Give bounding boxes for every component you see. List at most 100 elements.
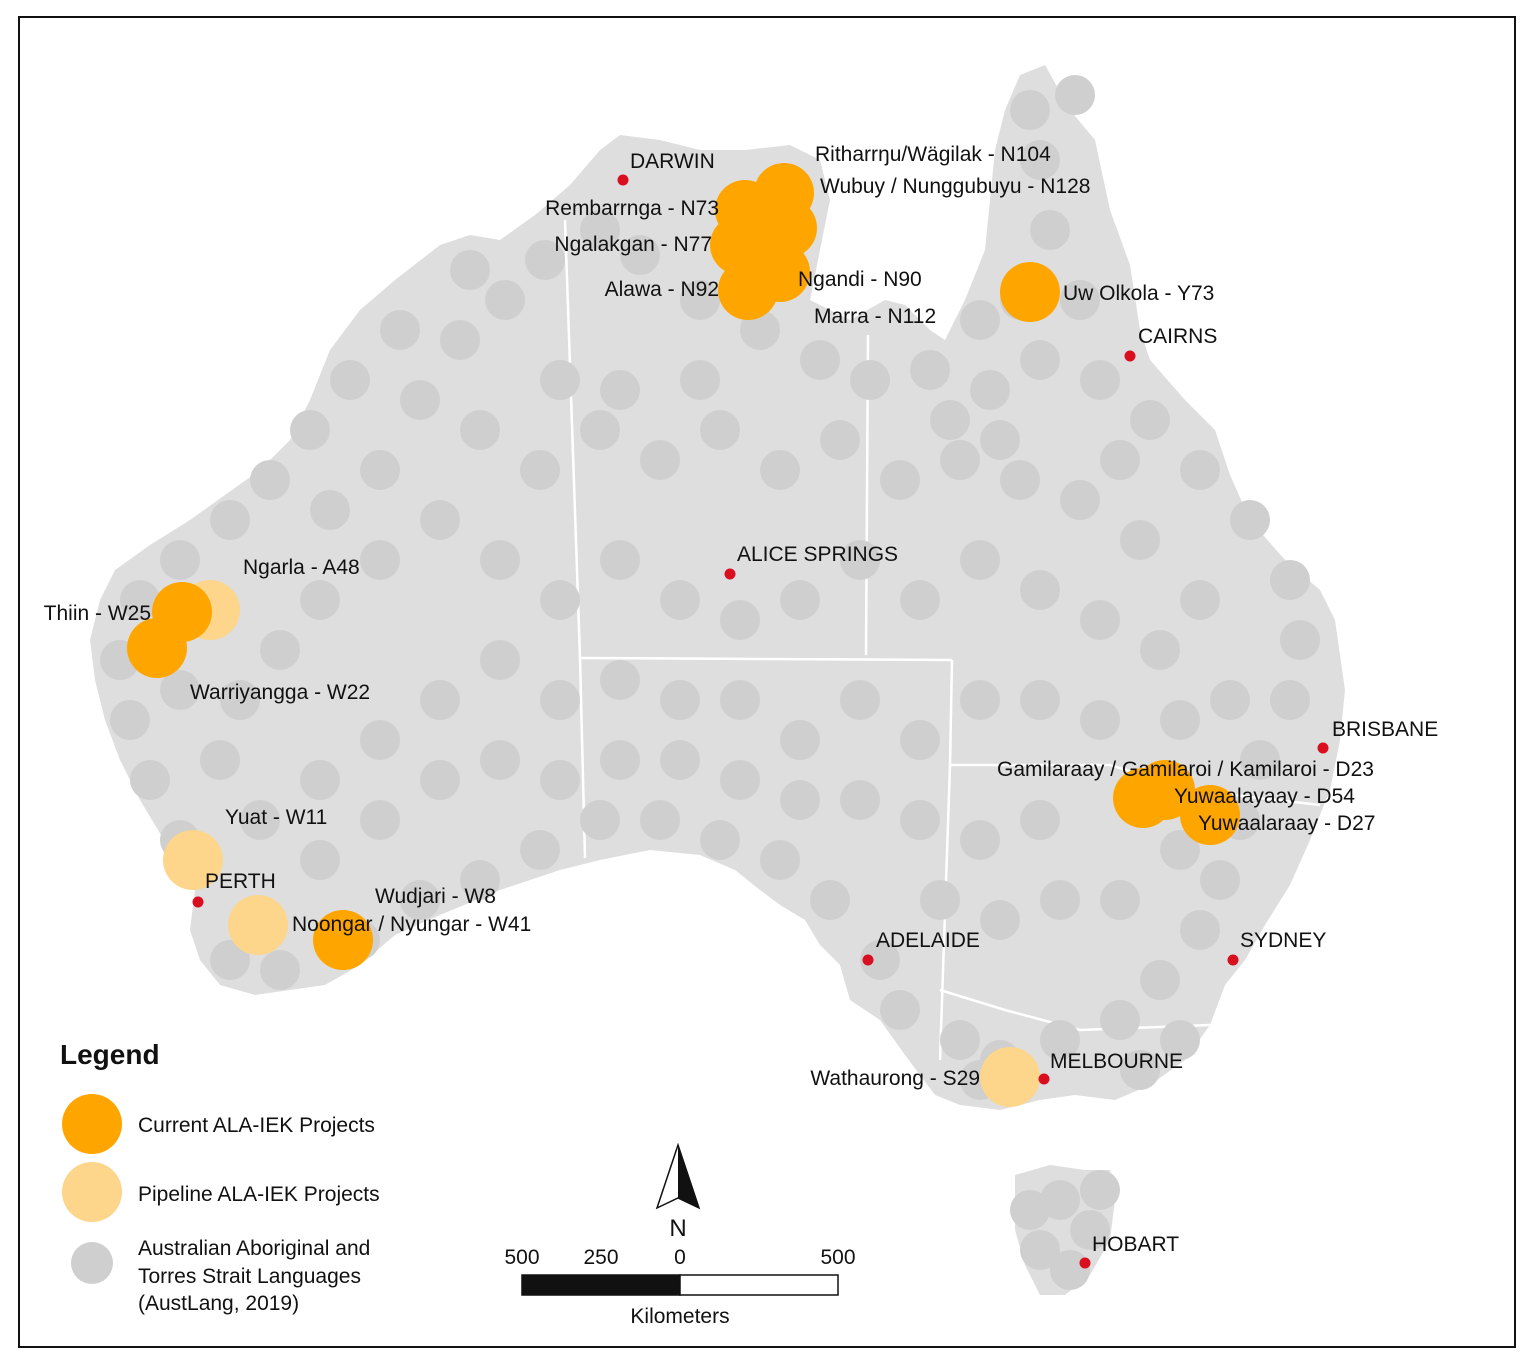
project-label-ritharrngu: Ritharrŋu/Wägilak - N104 [815, 143, 1051, 166]
legend-label-current: Current ALA-IEK Projects [138, 1114, 375, 1137]
austlang-language-dot [720, 680, 760, 720]
austlang-language-dot [1200, 860, 1240, 900]
city-marker-icon [1317, 742, 1329, 754]
austlang-language-dot [700, 410, 740, 450]
austlang-language-dot [1040, 1020, 1080, 1060]
austlang-language-dot [330, 360, 370, 400]
austlang-language-dot [240, 800, 280, 840]
project-label-yuwaalaraay: Yuwaalaraay - D27 [1198, 812, 1375, 835]
city-marker-icon [724, 568, 736, 580]
austlang-language-dot [1080, 360, 1120, 400]
austlang-language-dot [660, 680, 700, 720]
border-nsw-vic [939, 988, 1211, 1032]
city-label-adelaide: ADELAIDE [876, 929, 980, 952]
austlang-language-dot [810, 880, 850, 920]
project-label-alawa: Alawa - N92 [605, 278, 719, 301]
austlang-language-dot [120, 580, 160, 620]
austlang-language-dot [1080, 700, 1120, 740]
scale-bar-black-segment [521, 1274, 681, 1296]
pipeline-project-circle [228, 895, 288, 955]
austlang-language-dot [1020, 340, 1060, 380]
city-label-hobart: HOBART [1092, 1233, 1179, 1256]
austlang-language-dot [970, 370, 1010, 410]
austlang-language-dot [1240, 740, 1280, 780]
city-label-sydney: SYDNEY [1240, 929, 1326, 952]
city-marker-icon [1079, 1257, 1091, 1269]
austlang-language-dot [840, 780, 880, 820]
project-label-thiin: Thiin - W25 [44, 602, 151, 625]
austlang-language-dot [1280, 620, 1320, 660]
current-project-circle [718, 260, 778, 320]
scale-bar-white-segment [679, 1274, 839, 1296]
austlang-language-dot [900, 580, 940, 620]
scale-unit: Kilometers [630, 1305, 729, 1328]
north-arrow: N [655, 1142, 701, 1242]
austlang-language-dot [1160, 1020, 1200, 1060]
austlang-language-dot [740, 310, 780, 350]
austlang-language-dot [160, 670, 200, 710]
austlang-language-dot [930, 400, 970, 440]
austlang-language-dot [1020, 1230, 1060, 1270]
austlang-language-dot [1055, 75, 1095, 115]
austlang-language-dot [210, 940, 250, 980]
austlang-language-dot [540, 760, 580, 800]
austlang-language-dot [1100, 1000, 1140, 1040]
austlang-language-dot [580, 800, 620, 840]
city-label-alice-springs: ALICE SPRINGS [737, 543, 898, 566]
austlang-language-dot [1060, 480, 1100, 520]
austlang-language-dot [1130, 400, 1170, 440]
austlang-language-dot [200, 740, 240, 780]
austlang-language-dot [620, 235, 660, 275]
austlang-language-dot [1050, 1250, 1090, 1290]
austlang-language-dot [600, 540, 640, 580]
austlang-language-dot [580, 210, 620, 250]
austlang-language-dot [850, 360, 890, 400]
city-labels: DARWIN CAIRNS ALICE SPRINGS BRISBANE PER… [205, 150, 1438, 1256]
austlang-language-dot [1020, 680, 1060, 720]
austlang-language-dot [680, 360, 720, 400]
austlang-language-dot [680, 280, 720, 320]
austlang-language-dot [960, 300, 1000, 340]
austlang-language-dot [360, 720, 400, 760]
austlang-language-dot [480, 740, 520, 780]
austlang-language-dot [460, 860, 500, 900]
legend-label-austlang-line1: Australian Aboriginal and [138, 1237, 370, 1260]
city-label-cairns: CAIRNS [1138, 325, 1217, 348]
legend-title: Legend [60, 1039, 160, 1070]
austlang-language-dot [1010, 1190, 1050, 1230]
austlang-language-dot [1080, 600, 1120, 640]
austlang-language-dot [600, 370, 640, 410]
austlang-language-dot [260, 630, 300, 670]
austlang-language-dot [640, 800, 680, 840]
project-label-gamilaraay: Gamilaraay / Gamilaroi / Kamilaroi - D23 [997, 758, 1374, 781]
north-arrow-fill-icon [678, 1145, 699, 1208]
city-marker-icon [1038, 1073, 1050, 1085]
legend-label-austlang-line2: Torres Strait Languages [138, 1265, 361, 1288]
austlang-language-dot [110, 700, 150, 740]
austlang-language-dot [485, 280, 525, 320]
austlang-language-dot [290, 410, 330, 450]
austlang-language-dot [660, 740, 700, 780]
austlang-language-dot [820, 420, 860, 460]
austlang-language-dot [520, 450, 560, 490]
austlang-language-dot [1120, 1050, 1160, 1090]
project-label-wudjari: Wudjari - W8 [375, 885, 496, 908]
austlang-language-dot [1180, 450, 1220, 490]
austlang-language-dot [360, 540, 400, 580]
current-project-circle [1000, 262, 1060, 322]
border-nt-sa [579, 656, 953, 662]
austlang-language-dot [1230, 500, 1270, 540]
city-marker-icon [1124, 350, 1136, 362]
austlang-language-dot [1160, 700, 1200, 740]
austlang-language-dot [520, 830, 560, 870]
austlang-language-dot [760, 450, 800, 490]
austlang-language-dot [1020, 800, 1060, 840]
austlang-language-dot [640, 440, 680, 480]
city-markers [192, 174, 1329, 1269]
austlang-language-dot [880, 990, 920, 1030]
project-label-uw-olkola: Uw Olkola - Y73 [1063, 282, 1214, 305]
austlang-language-dot [1120, 520, 1160, 560]
austlang-language-dot [720, 600, 760, 640]
austlang-language-dot [1270, 560, 1310, 600]
